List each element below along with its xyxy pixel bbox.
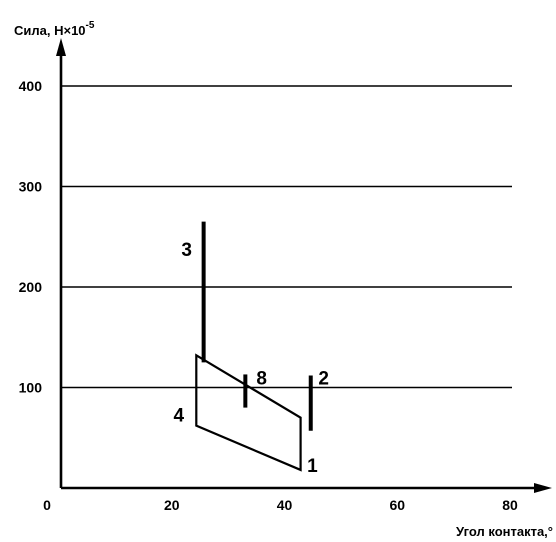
gridlines <box>61 85 512 389</box>
x-tick-label: 40 <box>277 497 293 513</box>
point-label-1: 1 <box>307 456 318 477</box>
chart-labels: 3 8 2 4 1 <box>174 240 329 477</box>
point-label-8: 8 <box>256 368 267 389</box>
x-tick-label: 80 <box>502 497 518 513</box>
x-axis-arrow <box>534 483 552 493</box>
point-label-3: 3 <box>181 240 192 261</box>
y-axis-title-main: Сила, Н×10 <box>14 23 86 38</box>
y-tick-label: 100 <box>19 380 43 396</box>
y-axis-title-exponent: -5 <box>86 20 95 31</box>
y-tick-label: 200 <box>19 279 43 295</box>
x-tick-label: 0 <box>43 497 51 513</box>
y-tick-label: 300 <box>19 179 43 195</box>
y-axis-title: Сила, Н×10-5 <box>14 20 95 38</box>
y-axis-arrow <box>56 38 66 56</box>
x-tick-label: 60 <box>389 497 405 513</box>
region-outline <box>195 353 302 472</box>
y-tick-label: 400 <box>19 78 43 94</box>
point-label-2: 2 <box>318 368 329 389</box>
x-tick-label: 20 <box>164 497 180 513</box>
x-axis-title: Угол контакта,° <box>456 524 553 539</box>
point-label-4: 4 <box>174 406 185 427</box>
data-series <box>195 221 313 472</box>
axes: 100 200 300 400 0 20 40 60 80 Сила, Н×10-5 Угол ко… <box>14 20 553 539</box>
